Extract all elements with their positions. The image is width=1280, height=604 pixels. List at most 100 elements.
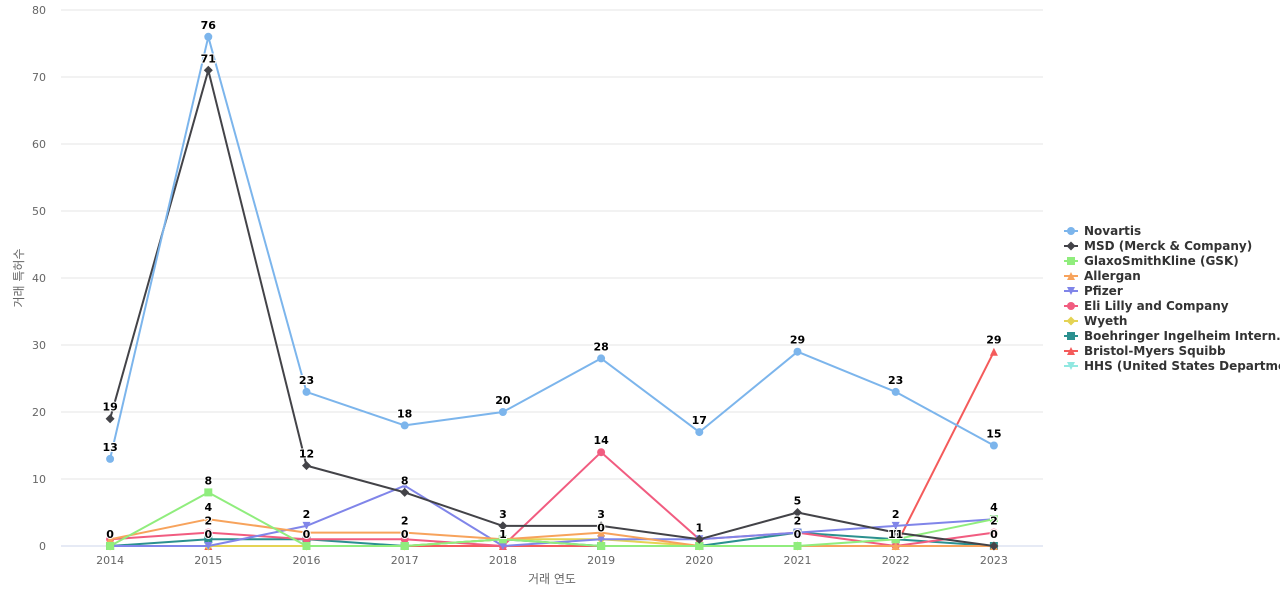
data-point-allergan[interactable] bbox=[400, 528, 409, 537]
data-point-novartis[interactable] bbox=[302, 387, 311, 396]
legend-item-pfizer[interactable]: Pfizer bbox=[1064, 284, 1123, 298]
data-label: 0 bbox=[204, 528, 212, 541]
data-point-glaxosmithkline-gsk[interactable] bbox=[498, 535, 507, 544]
data-point-msd-merck-company[interactable] bbox=[498, 521, 508, 531]
y-tick-label: 30 bbox=[32, 339, 46, 352]
data-point-pfizer[interactable] bbox=[400, 481, 409, 490]
data-point-eli-lilly-and-company[interactable] bbox=[989, 528, 998, 537]
legend-item-wyeth[interactable]: Wyeth bbox=[1064, 314, 1127, 328]
legend-item-boehringer-ingelheim-intern[interactable]: Boehringer Ingelheim Intern... bbox=[1064, 329, 1280, 343]
data-point-pfizer[interactable] bbox=[891, 521, 900, 530]
legend-item-msd-merck-company[interactable]: MSD (Merck & Company) bbox=[1064, 239, 1252, 253]
legend-item-novartis[interactable]: Novartis bbox=[1064, 224, 1141, 238]
legend-item-eli-lilly-and-company[interactable]: Eli Lilly and Company bbox=[1064, 299, 1229, 313]
data-point-msd-merck-company[interactable] bbox=[891, 528, 901, 538]
series-line-msd-merck-company bbox=[109, 69, 995, 547]
data-point-msd-merck-company[interactable] bbox=[400, 487, 410, 497]
data-point-glaxosmithkline-gsk[interactable] bbox=[204, 488, 213, 497]
data-label: 5 bbox=[794, 495, 802, 508]
y-tick-label: 20 bbox=[32, 406, 46, 419]
legend-label: Allergan bbox=[1084, 269, 1141, 283]
grid bbox=[61, 9, 1043, 547]
legend-marker-bristol-myers-squibb bbox=[1067, 347, 1075, 355]
legend-label: GlaxoSmithKline (GSK) bbox=[1084, 254, 1239, 268]
data-label: 23 bbox=[888, 374, 903, 387]
legend-marker-hhs-united-states-departme bbox=[1067, 362, 1075, 370]
series-line-allergan bbox=[109, 518, 995, 547]
data-point-pfizer[interactable] bbox=[204, 542, 213, 550]
x-axis-title: 거래 연도 bbox=[528, 572, 576, 586]
data-point-eli-lilly-and-company[interactable] bbox=[204, 528, 213, 537]
data-label: 76 bbox=[201, 19, 217, 32]
data-point-novartis[interactable] bbox=[498, 408, 507, 416]
data-point-allergan[interactable] bbox=[891, 542, 900, 550]
data-label: 13 bbox=[102, 441, 117, 454]
series-line-novartis bbox=[109, 35, 995, 460]
data-point-msd-merck-company[interactable] bbox=[596, 521, 606, 531]
legend-label: Pfizer bbox=[1084, 284, 1123, 298]
data-point-novartis[interactable] bbox=[204, 32, 213, 41]
data-point-msd-merck-company[interactable] bbox=[302, 461, 311, 471]
data-point-glaxosmithkline-gsk[interactable] bbox=[891, 535, 900, 544]
data-point-glaxosmithkline-gsk[interactable] bbox=[597, 542, 606, 550]
x-tick-label: 2021 bbox=[784, 554, 812, 567]
x-tick-label: 2015 bbox=[194, 554, 222, 567]
data-point-glaxosmithkline-gsk[interactable] bbox=[106, 542, 115, 550]
data-point-novartis[interactable] bbox=[106, 454, 115, 463]
data-point-novartis[interactable] bbox=[695, 428, 704, 437]
y-tick-label: 40 bbox=[32, 272, 46, 285]
data-label: 1 bbox=[695, 521, 703, 534]
data-point-allergan[interactable] bbox=[302, 528, 311, 537]
data-point-glaxosmithkline-gsk[interactable] bbox=[793, 542, 802, 550]
legend-item-bristol-myers-squibb[interactable]: Bristol-Myers Squibb bbox=[1064, 344, 1226, 358]
data-point-glaxosmithkline-gsk[interactable] bbox=[400, 542, 409, 550]
data-point-glaxosmithkline-gsk[interactable] bbox=[302, 542, 311, 550]
data-label: 29 bbox=[790, 334, 805, 347]
legend-item-allergan[interactable]: Allergan bbox=[1064, 269, 1141, 283]
data-point-novartis[interactable] bbox=[989, 441, 998, 450]
series-glaxosmithkline-gsk bbox=[106, 488, 998, 550]
data-point-msd-merck-company[interactable] bbox=[793, 508, 802, 517]
x-tick-label: 2016 bbox=[293, 554, 321, 567]
y-tick-label: 0 bbox=[39, 540, 46, 553]
data-point-allergan[interactable] bbox=[597, 528, 606, 537]
series-line-eli-lilly-and-company bbox=[109, 451, 995, 547]
data-point-glaxosmithkline-gsk[interactable] bbox=[695, 542, 704, 550]
data-point-novartis[interactable] bbox=[400, 421, 409, 430]
data-point-eli-lilly-and-company[interactable] bbox=[302, 535, 311, 544]
data-point-msd-merck-company[interactable] bbox=[694, 534, 704, 544]
data-point-pfizer[interactable] bbox=[597, 535, 606, 544]
data-point-eli-lilly-and-company[interactable] bbox=[597, 448, 606, 457]
data-point-pfizer[interactable] bbox=[793, 528, 802, 537]
data-point-pfizer[interactable] bbox=[498, 542, 507, 550]
legend-label: MSD (Merck & Company) bbox=[1084, 239, 1252, 253]
legend-marker-msd-merck-company bbox=[1066, 241, 1076, 251]
data-label: 17 bbox=[692, 414, 707, 427]
data-point-msd-merck-company[interactable] bbox=[989, 541, 999, 551]
legend-marker-novartis bbox=[1067, 227, 1075, 235]
data-point-novartis[interactable] bbox=[597, 354, 606, 363]
data-point-pfizer[interactable] bbox=[302, 521, 311, 530]
legend-label: Wyeth bbox=[1084, 314, 1127, 328]
data-point-msd-merck-company[interactable] bbox=[105, 414, 115, 424]
data-label: 2 bbox=[794, 515, 802, 528]
data-label: 15 bbox=[986, 428, 1001, 441]
data-point-bristol-myers-squibb[interactable] bbox=[989, 347, 998, 356]
legend-item-glaxosmithkline-gsk[interactable]: GlaxoSmithKline (GSK) bbox=[1064, 254, 1239, 268]
data-label: 4 bbox=[990, 501, 998, 514]
data-label: 71 bbox=[201, 52, 216, 65]
data-point-msd-merck-company[interactable] bbox=[203, 65, 213, 75]
data-point-novartis[interactable] bbox=[793, 347, 802, 356]
data-point-boehringer-ingelheim-intern[interactable] bbox=[204, 535, 213, 544]
legend-label: Eli Lilly and Company bbox=[1084, 299, 1229, 313]
data-point-allergan[interactable] bbox=[204, 515, 213, 524]
legend-marker-pfizer bbox=[1067, 287, 1075, 295]
data-point-novartis[interactable] bbox=[891, 387, 900, 396]
x-tick-label: 2019 bbox=[587, 554, 615, 567]
legend-item-hhs-united-states-departme[interactable]: HHS (United States Departme... bbox=[1064, 359, 1280, 373]
data-point-glaxosmithkline-gsk[interactable] bbox=[989, 515, 998, 524]
data-point-allergan[interactable] bbox=[106, 535, 115, 544]
data-point-eli-lilly-and-company[interactable] bbox=[400, 535, 409, 544]
